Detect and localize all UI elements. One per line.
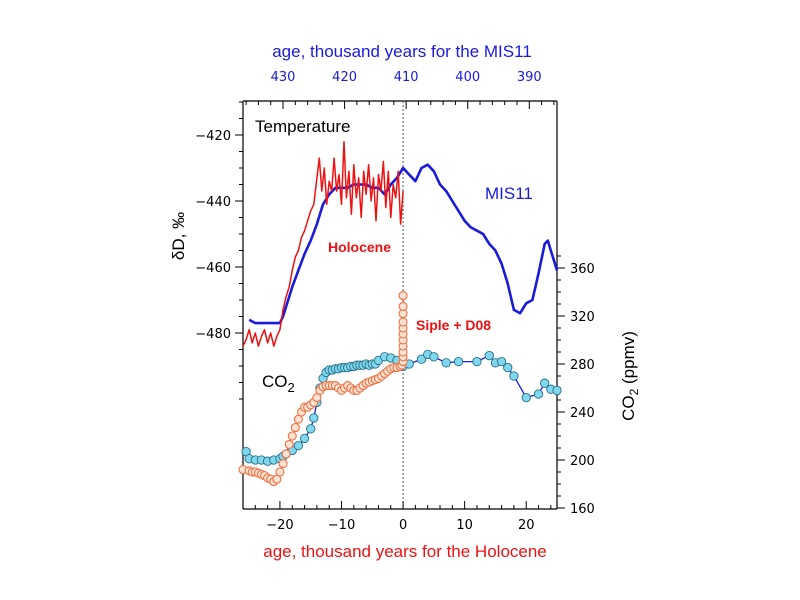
right-axis-title-prefix: CO	[619, 395, 638, 421]
bottom-axis-title: age, thousand years for the Holocene	[263, 542, 547, 561]
top-tick-label: 410	[394, 70, 419, 85]
co2-mis11-point	[472, 356, 482, 367]
co2-holocene-point	[398, 317, 408, 327]
co2-mis11-point	[306, 424, 316, 434]
co2-mis11-point	[503, 362, 513, 373]
co2-mis11-point	[552, 385, 562, 396]
top-tick-label: 430	[271, 70, 296, 85]
right-axis-title-sub: 2	[627, 388, 641, 395]
right-tick-label: 240	[570, 406, 595, 421]
co2-holocene-point	[290, 423, 300, 433]
annotation-co2-sub: 2	[288, 380, 295, 395]
left-tick-label: −460	[195, 261, 231, 276]
series-holocene-line	[242, 140, 404, 347]
bottom-tick-label: 0	[399, 518, 407, 533]
right-axis-title: CO2 (ppmv)	[619, 331, 641, 421]
left-tick-label: −440	[195, 195, 231, 210]
co2-mis11-point	[521, 392, 531, 403]
co2-holocene-point	[278, 459, 288, 469]
co2-holocene-point	[398, 301, 408, 311]
co2-mis11-point	[293, 440, 304, 451]
co2-mis11-point	[441, 358, 451, 368]
co2-holocene-point	[275, 467, 285, 477]
right-tick-label: 320	[570, 310, 595, 325]
co2-mis11-point	[453, 356, 464, 367]
co2-mis11-point	[540, 378, 550, 388]
right-tick-label: 200	[570, 454, 595, 469]
co2-mis11-point	[429, 352, 439, 362]
left-tick-label: −480	[195, 327, 231, 342]
bottom-tick-label: −10	[328, 518, 355, 533]
top-axis-title: age, thousand years for the MIS11	[272, 42, 532, 61]
co2-mis11-point	[309, 413, 319, 423]
right-axis-title-suffix: (ppmv)	[619, 331, 638, 389]
marker-layer	[238, 291, 562, 487]
top-tick-label: 420	[332, 70, 357, 85]
left-tick-label: −420	[195, 129, 231, 144]
annotation-mis11: MIS11	[485, 184, 533, 203]
co2-holocene-point	[398, 291, 408, 301]
right-tick-label: 280	[570, 358, 595, 373]
co2-mis11-point	[416, 354, 427, 364]
right-tick-label: 360	[570, 262, 595, 277]
co2-holocene-point	[287, 431, 297, 441]
series-mis11-line	[248, 163, 559, 325]
top-tick-label: 390	[517, 70, 542, 85]
co2-mis11-point	[509, 371, 519, 381]
bottom-tick-label: 10	[456, 518, 473, 533]
left-axis-title: δD, ‰	[169, 212, 188, 260]
bottom-tick-label: −20	[266, 518, 293, 533]
bottom-tick-label: 20	[518, 518, 535, 533]
co2-mis11-point	[496, 356, 507, 367]
annotation-co2: CO2	[262, 372, 295, 395]
co2-mis11-point	[299, 433, 310, 444]
top-tick-label: 400	[455, 70, 480, 85]
co2-holocene-point	[281, 449, 291, 459]
annotation-co2-prefix: CO	[262, 372, 288, 391]
co2-mis11-point	[533, 389, 544, 399]
right-tick-label: 160	[570, 502, 595, 517]
annotation-siple-d08: Siple + D08	[416, 317, 491, 333]
annotation-temperature: Temperature	[255, 117, 350, 136]
co2-holocene-point	[284, 439, 294, 449]
co2-mis11-point	[484, 350, 494, 361]
annotation-holocene: Holocene	[328, 239, 391, 255]
